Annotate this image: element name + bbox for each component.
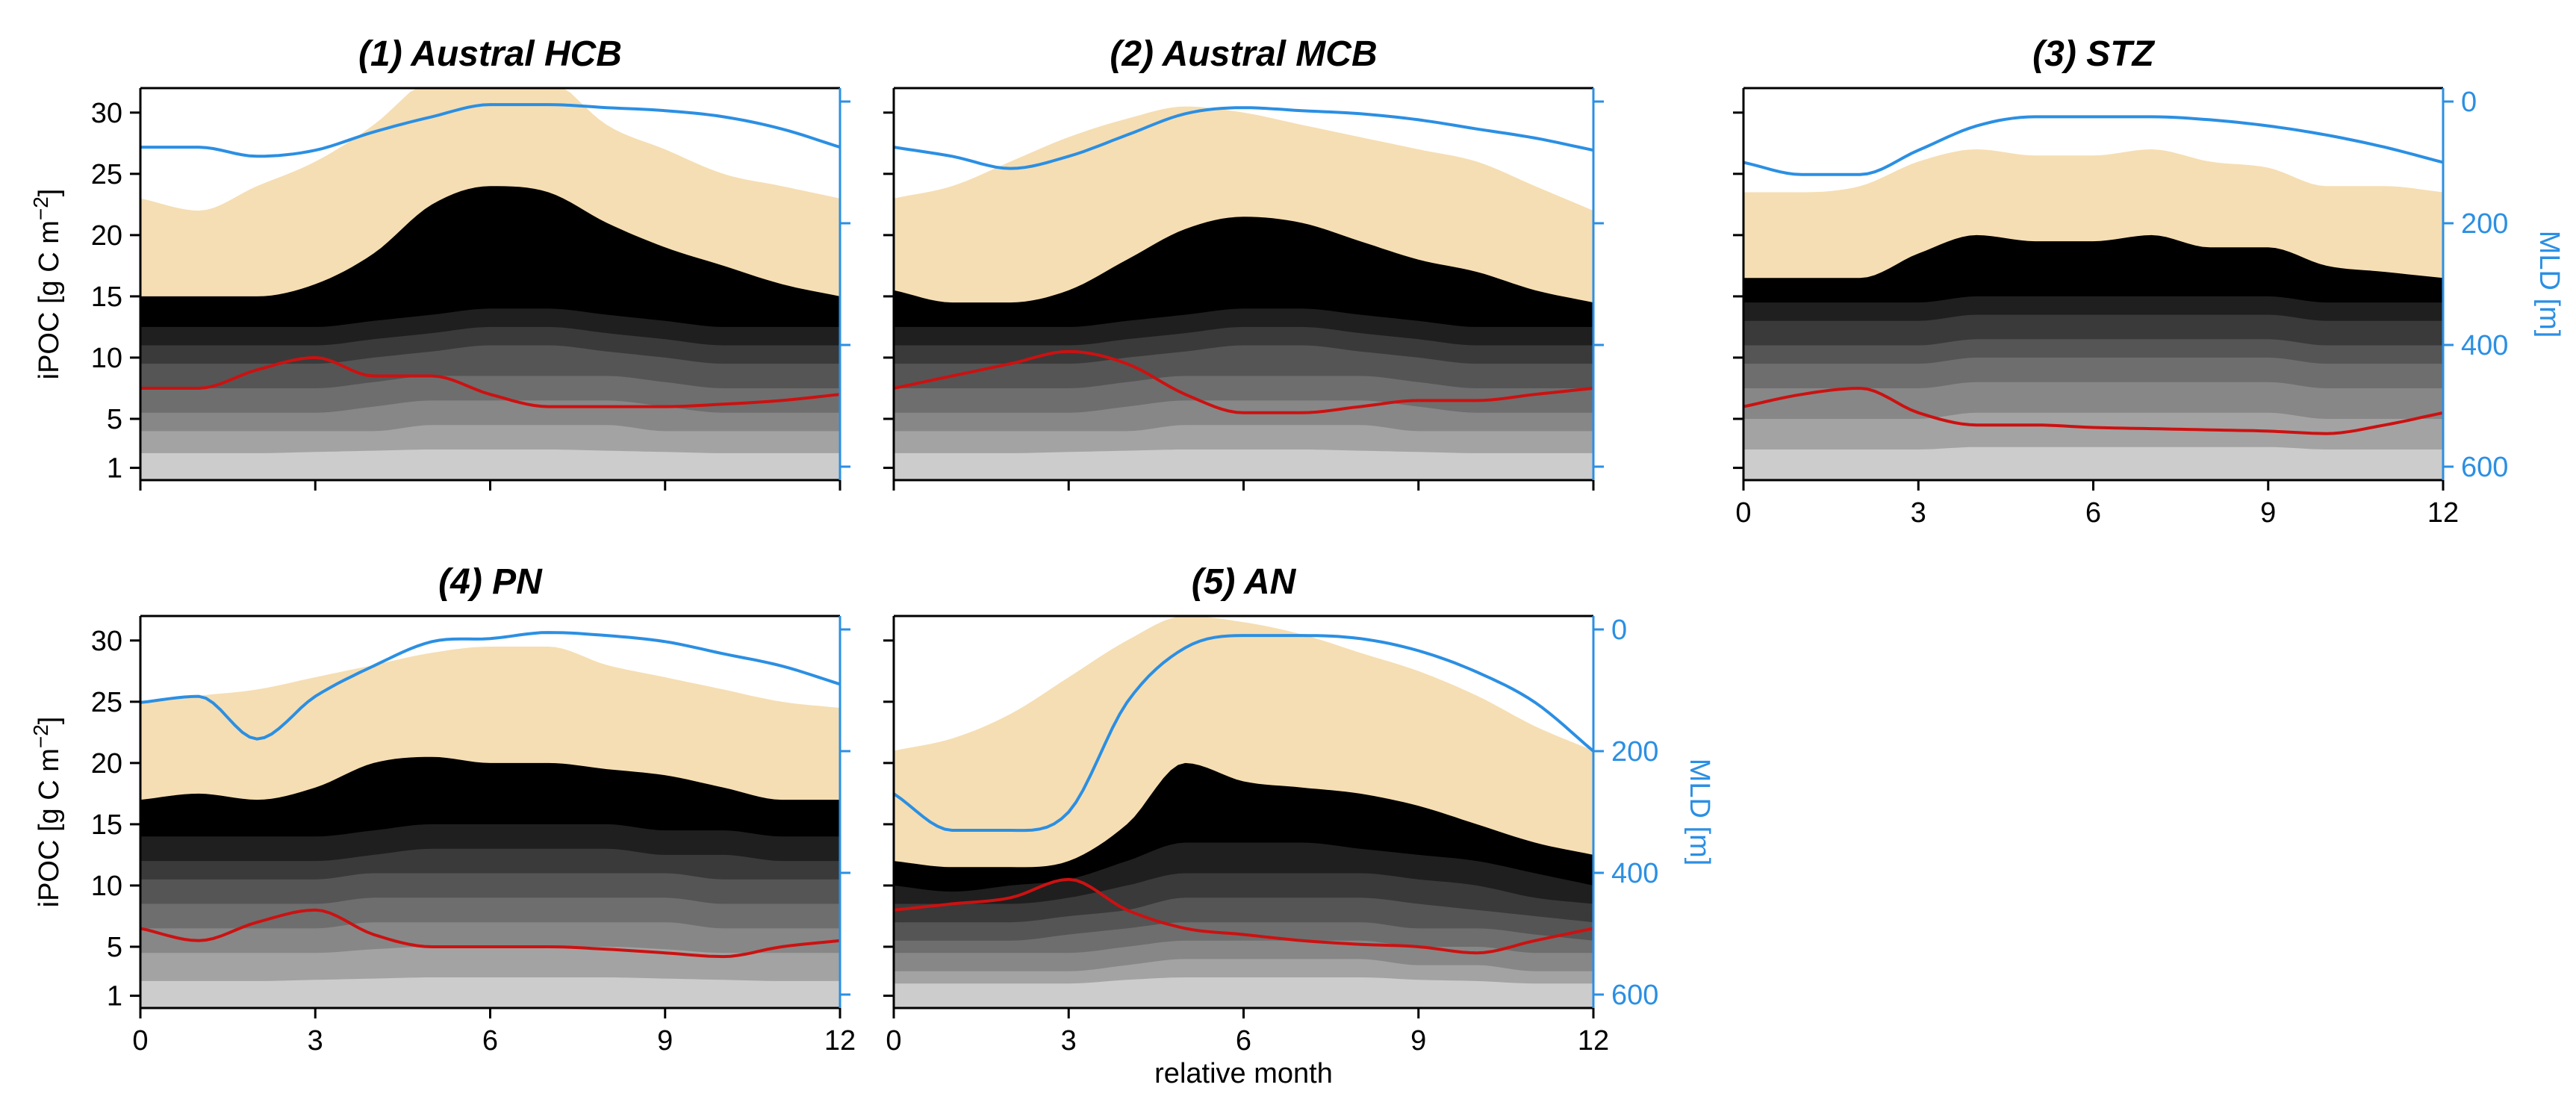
mld-line xyxy=(1743,115,2443,176)
plot-area xyxy=(894,616,1593,1008)
x-axis-label: relative month xyxy=(1154,1058,1333,1089)
mld-line xyxy=(894,634,1593,833)
y-tick-label: 30 xyxy=(91,98,122,129)
y-tick-label: 10 xyxy=(91,871,122,902)
median-line xyxy=(1743,386,2443,435)
x-tick-label: 3 xyxy=(308,1025,323,1057)
median-line xyxy=(140,908,840,959)
y-axis-label: iPOC [g C m−2] xyxy=(29,717,65,908)
panel-title: (4) PN xyxy=(438,562,543,602)
mld-tick-label: 600 xyxy=(1611,980,1658,1011)
y-tick-label: 25 xyxy=(91,159,122,190)
x-tick-label: 9 xyxy=(1410,1025,1426,1057)
mld-line xyxy=(894,106,1593,170)
y-axis-label-main: iPOC [g C m xyxy=(34,220,65,379)
mld-line xyxy=(140,631,840,741)
quantile-band-8 xyxy=(140,449,840,480)
y-tick-label: 30 xyxy=(91,626,122,657)
panel-3: (3) STZ 0 200 400 600 0 3 6 9 12 MLD [m] xyxy=(1733,34,2565,529)
quantile-band-8 xyxy=(1743,447,2443,480)
panel-title: (2) Austral MCB xyxy=(1110,34,1377,74)
mld-tick-label: 200 xyxy=(1611,736,1658,768)
y-tick-label: 20 xyxy=(91,220,122,252)
panel-title: (3) STZ xyxy=(2032,34,2155,74)
mld-tick-label: 600 xyxy=(2461,452,2508,483)
plot-area xyxy=(894,106,1593,480)
y-axis-label-close: ] xyxy=(34,189,65,197)
y-tick-label: 10 xyxy=(91,343,122,374)
mld-tick-label: 0 xyxy=(2461,87,2477,118)
y-axis-label-exponent: −2 xyxy=(29,724,52,748)
x-tick-label: 12 xyxy=(2427,497,2459,529)
y-axis-label: iPOC [g C m−2] xyxy=(29,189,65,380)
y-axis-label-exponent: −2 xyxy=(29,196,52,220)
x-tick-label: 0 xyxy=(132,1025,148,1057)
y-tick-label: 5 xyxy=(107,404,122,435)
x-tick-label: 6 xyxy=(2085,497,2101,529)
x-tick-label: 12 xyxy=(1578,1025,1609,1057)
y-axis-label-main: iPOC [g C m xyxy=(34,748,65,907)
x-tick-label: 6 xyxy=(1236,1025,1251,1057)
plot-area xyxy=(1743,115,2443,480)
plot-area xyxy=(140,88,840,480)
mld-axis-label: MLD [m] xyxy=(2533,231,2565,338)
quantile-band-8 xyxy=(894,449,1593,480)
panel-2: (2) Austral MCB xyxy=(883,34,1604,491)
mld-tick-label: 400 xyxy=(2461,330,2508,361)
y-tick-label: 20 xyxy=(91,748,122,780)
y-tick-label: 25 xyxy=(91,687,122,718)
mld-tick-label: 400 xyxy=(1611,858,1658,889)
x-tick-label: 3 xyxy=(1061,1025,1077,1057)
panel-title: (1) Austral HCB xyxy=(358,34,622,74)
median-line xyxy=(894,877,1593,955)
plot-area xyxy=(140,631,840,1008)
x-tick-label: 3 xyxy=(1911,497,1926,529)
median-line xyxy=(140,355,840,408)
x-tick-label: 6 xyxy=(482,1025,498,1057)
panel-title: (5) AN xyxy=(1192,562,1297,602)
mld-tick-label: 200 xyxy=(2461,208,2508,240)
y-axis-label-close: ] xyxy=(34,717,65,725)
x-tick-label: 0 xyxy=(1735,497,1751,529)
y-tick-label: 1 xyxy=(107,453,122,485)
y-tick-label: 15 xyxy=(91,809,122,841)
median-line xyxy=(894,349,1593,414)
x-tick-label: 0 xyxy=(886,1025,901,1057)
mld-line xyxy=(140,103,840,158)
y-tick-label: 15 xyxy=(91,281,122,313)
mld-axis-label: MLD [m] xyxy=(1684,759,1715,866)
x-tick-label: 9 xyxy=(2260,497,2276,529)
y-tick-label: 1 xyxy=(107,981,122,1012)
quantile-band-8 xyxy=(140,977,840,1008)
mld-tick-label: 0 xyxy=(1611,615,1627,646)
y-tick-label: 5 xyxy=(107,932,122,963)
quantile-band-8 xyxy=(894,977,1593,1008)
x-tick-label: 12 xyxy=(824,1025,856,1057)
panel-5: (5) AN 0 200 400 600 0 3 6 9 12 MLD [m] xyxy=(883,562,1715,1057)
x-tick-label: 9 xyxy=(657,1025,673,1057)
